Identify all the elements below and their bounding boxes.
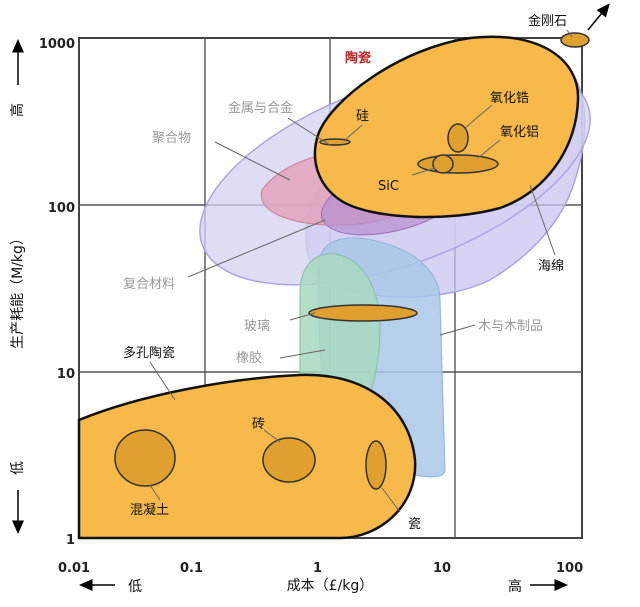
leader-glass (289, 312, 316, 321)
region-ceramics (313, 35, 580, 219)
leader-porcelain (381, 487, 401, 513)
marker-diamond (560, 32, 590, 48)
y-axis-title: 生产耗能（M/kg） (10, 231, 26, 349)
x-tick-labels: 0.01 0.1 1 10 100 (58, 561, 583, 576)
leader-porous (149, 361, 176, 401)
material-markers (114, 32, 590, 490)
material-labels: 金刚石 硅 氧化锆 氧化铝 SiC 玻璃 砖 混凝土 瓷 (130, 13, 567, 532)
marker-concrete (114, 429, 176, 487)
y-tick-1: 1 (66, 533, 75, 548)
region-labels: 陶瓷 金属与合金 聚合物 复合材料 海绵 木与木制品 橡胶 多孔陶瓷 (123, 50, 564, 366)
leader-composites (187, 219, 326, 278)
leader-rubber (279, 349, 326, 359)
x-tick-100: 100 (556, 561, 583, 576)
label-porous-ceramics: 多孔陶瓷 (123, 345, 175, 361)
label-porcelain: 瓷 (408, 517, 421, 532)
y-axis-low: 低 (10, 461, 26, 475)
leader-foams (529, 184, 556, 256)
label-concrete: 混凝土 (130, 502, 169, 518)
marker-zirconia (447, 123, 469, 153)
x-tick-10: 10 (433, 561, 451, 576)
leader-alumina (477, 139, 501, 159)
label-diamond: 金刚石 (528, 13, 567, 29)
y-tick-1000: 1000 (39, 37, 75, 52)
y-axis-high: 高 (9, 103, 26, 117)
x-tick-0.1: 0.1 (180, 561, 203, 576)
label-brick: 砖 (252, 417, 265, 432)
marker-brick (262, 437, 316, 483)
leader-silicon (344, 124, 363, 141)
marker-alumina (417, 154, 499, 174)
label-zirconia: 氧化锆 (490, 91, 529, 106)
label-ceramics: 陶瓷 (345, 50, 371, 66)
label-sic: SiC (378, 179, 399, 194)
leader-brick (263, 429, 281, 443)
marker-porcelain (365, 440, 387, 490)
x-tick-1: 1 (313, 561, 322, 576)
label-metals: 金属与合金 (228, 100, 293, 116)
leader-wood (439, 324, 476, 336)
x-axis-low: 低 (128, 579, 142, 595)
label-composites: 复合材料 (123, 277, 175, 292)
x-tick-0.01: 0.01 (58, 561, 90, 576)
marker-glass (308, 304, 418, 322)
y-tick-10: 10 (57, 367, 75, 382)
leader-concrete (149, 484, 161, 501)
label-alumina: 氧化铝 (500, 125, 539, 140)
label-wood: 木与木制品 (478, 319, 543, 334)
label-polymers: 聚合物 (152, 131, 191, 146)
leader-metals (287, 117, 331, 146)
x-axis-title: 成本（£/kg） (287, 578, 374, 594)
x-axis-high: 高 (508, 578, 522, 595)
leader-polymers (214, 141, 291, 181)
marker-sic (432, 154, 454, 174)
y-tick-labels: 1000 100 10 1 (39, 37, 75, 548)
label-glass: 玻璃 (244, 319, 270, 334)
leader-diamond (566, 29, 573, 38)
diamond-arrow (587, 3, 610, 31)
label-silicon: 硅 (356, 109, 369, 124)
region-porous-ceramics (77, 373, 417, 540)
label-rubber: 橡胶 (236, 350, 262, 366)
leader-zirconia (464, 104, 493, 129)
y-tick-100: 100 (48, 201, 75, 216)
leader-lines (149, 29, 573, 513)
label-foams: 海绵 (538, 259, 564, 274)
leader-sic (411, 167, 436, 176)
